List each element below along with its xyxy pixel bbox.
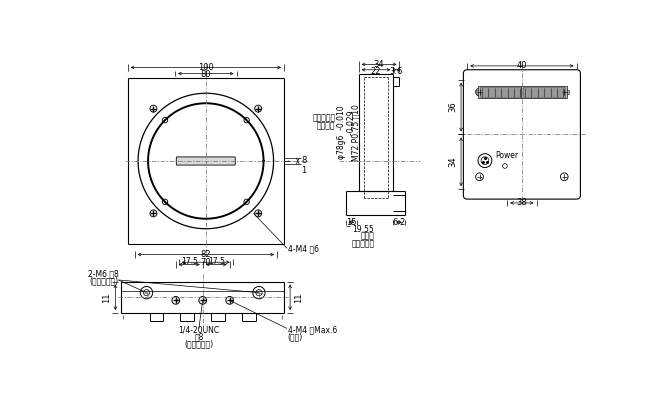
Text: 1: 1 [301, 166, 306, 175]
Text: 1/4-20UNC: 1/4-20UNC [179, 326, 219, 335]
Bar [520, 90, 521, 94]
Text: 撮像面: 撮像面 [361, 232, 375, 241]
Text: 4-M4 深6: 4-M4 深6 [288, 244, 319, 253]
Bar [478, 86, 524, 98]
Text: 36: 36 [448, 102, 457, 113]
FancyBboxPatch shape [177, 157, 235, 165]
Text: 挿入深さ: 挿入深さ [317, 121, 336, 130]
Text: Power: Power [496, 151, 519, 160]
Text: (トリポット): (トリポット) [89, 276, 118, 285]
Bar [524, 90, 526, 94]
Bar [476, 90, 478, 94]
Text: M72 P0.75 深10: M72 P0.75 深10 [351, 104, 360, 161]
Text: 17.5: 17.5 [181, 257, 198, 266]
Text: 34: 34 [374, 60, 385, 69]
Bar [567, 90, 569, 94]
Text: 100: 100 [198, 63, 213, 72]
Text: 3.6: 3.6 [389, 67, 403, 75]
Text: (本体): (本体) [288, 333, 303, 341]
Text: 6.2: 6.2 [393, 217, 405, 226]
Text: 40: 40 [516, 61, 527, 70]
Text: φ78g6  -0.010
        -0.029: φ78g6 -0.010 -0.029 [337, 106, 356, 159]
Text: 22: 22 [371, 67, 381, 75]
Text: 2-M6 深8: 2-M6 深8 [88, 269, 118, 278]
Bar [523, 87, 565, 97]
Text: 82: 82 [201, 250, 211, 259]
Text: 11: 11 [294, 292, 303, 303]
Text: 8: 8 [301, 157, 306, 166]
Text: 11: 11 [102, 292, 112, 303]
Text: 17.5: 17.5 [208, 257, 225, 266]
Bar [521, 86, 567, 98]
Text: 70: 70 [201, 257, 211, 267]
Bar [480, 87, 522, 97]
Text: フランジ面: フランジ面 [352, 239, 375, 248]
Text: 4-M4 深Max.6: 4-M4 深Max.6 [288, 326, 337, 335]
Text: レンズ最大: レンズ最大 [312, 113, 336, 122]
Text: 深8: 深8 [194, 333, 203, 341]
Text: 34: 34 [448, 156, 457, 167]
Text: (トリポット): (トリポット) [185, 339, 213, 348]
Text: 19.55: 19.55 [352, 225, 373, 235]
Text: 38: 38 [516, 198, 527, 207]
Text: 80: 80 [201, 70, 211, 79]
Text: 15: 15 [346, 217, 357, 226]
FancyBboxPatch shape [464, 70, 581, 199]
